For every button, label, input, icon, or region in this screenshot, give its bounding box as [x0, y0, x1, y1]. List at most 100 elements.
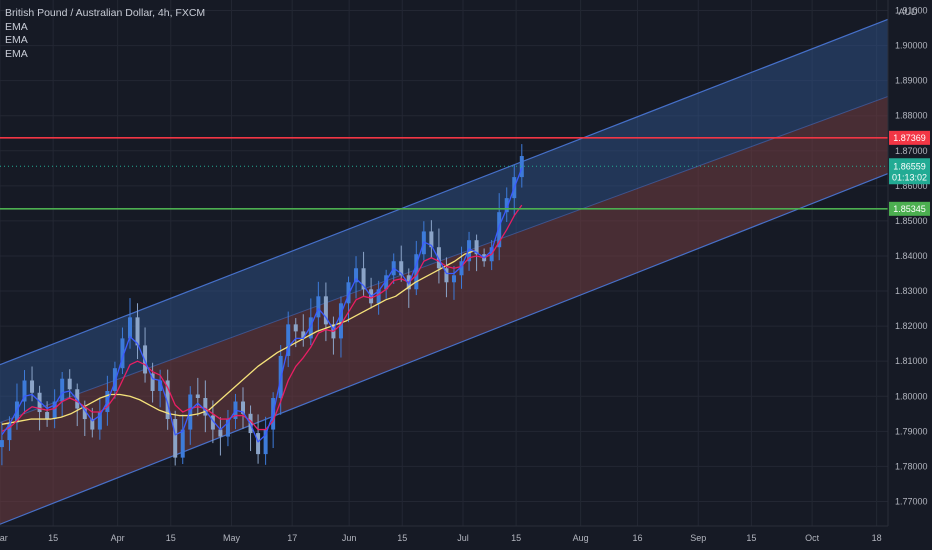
candle-body	[22, 380, 27, 402]
candle-body	[82, 408, 87, 420]
candle-body	[180, 429, 185, 458]
ema-slow-line	[1, 250, 475, 425]
ema-indicator-label[interactable]: EMA	[5, 34, 28, 46]
candle-body	[286, 324, 291, 356]
candle-body	[195, 394, 200, 399]
candle-body	[225, 419, 230, 437]
candle-body	[120, 338, 125, 369]
ema-indicator-label[interactable]: EMA	[5, 47, 28, 60]
symbol-title[interactable]: British Pound / Australian Dollar, 4h, F…	[5, 7, 206, 19]
candle-body	[241, 401, 246, 414]
candle-body	[338, 303, 343, 339]
channel-upper-line[interactable]	[0, 18, 889, 366]
candle-body	[60, 378, 65, 402]
x-tick-label: Mar	[0, 533, 8, 543]
candle-body	[14, 401, 19, 423]
candle-body	[323, 296, 328, 325]
x-tick-label: 15	[511, 533, 521, 543]
candle-body	[52, 401, 57, 420]
y-tick-label: 1.88000	[895, 111, 928, 121]
horizontal-lines[interactable]	[0, 137, 888, 210]
candle-body	[263, 429, 268, 455]
candle-body	[67, 378, 72, 390]
candle-body	[346, 282, 351, 304]
time-axis[interactable]: Mar 15 Apr 15 May 17 Jun 15 Jul 15 Aug 16 Sep 15 Oct 18	[0, 525, 932, 550]
y-tick-label: 1.84000	[895, 251, 928, 261]
y-tick-label: 1.79000	[895, 426, 928, 436]
x-tick-label: May	[223, 533, 241, 543]
y-tick-label: 1.78000	[895, 461, 928, 471]
y-tick-label: 1.85000	[895, 216, 928, 226]
y-tick-label: 1.87000	[895, 146, 928, 156]
candle-body	[90, 419, 95, 430]
channel-lower-line[interactable]	[0, 173, 889, 525]
candle-body	[519, 156, 524, 178]
candle-body	[429, 231, 434, 248]
candle-body	[256, 433, 261, 455]
x-tick-label: Sep	[690, 533, 706, 543]
candle-body	[444, 268, 449, 283]
ema-mid-line	[1, 204, 523, 432]
candle-body	[414, 254, 419, 290]
x-tick-label: Jun	[342, 533, 357, 543]
candle-body	[467, 240, 472, 262]
candle-body	[165, 380, 170, 420]
channel-lower-fill	[0, 96, 888, 525]
x-tick-label: Apr	[111, 533, 125, 543]
last-price-label: 1.86559	[893, 161, 926, 171]
candle-body	[354, 268, 359, 283]
ema-fast-line	[1, 168, 523, 443]
y-tick-label: 1.83000	[895, 286, 928, 296]
currency-label: AUD	[898, 7, 918, 17]
y-tick-label: 1.80000	[895, 391, 928, 401]
channel-upper-fill	[0, 19, 888, 423]
chart-legend: British Pound / Australian Dollar, 4h, F…	[5, 7, 205, 61]
candle-body	[158, 380, 163, 391]
candle-body	[436, 247, 441, 269]
candle-body	[497, 212, 502, 248]
candle-body	[97, 412, 102, 430]
regression-channel[interactable]	[0, 18, 889, 525]
bar-countdown-label: 01:13:02	[892, 172, 927, 182]
y-tick-label: 1.89000	[895, 76, 928, 86]
y-tick-label: 1.91000	[895, 6, 928, 16]
y-tick-label: 1.86000	[895, 181, 928, 191]
candle-body	[135, 317, 140, 346]
x-tick-label: 15	[746, 533, 756, 543]
candle-body	[459, 261, 464, 276]
y-tick-label: 1.82000	[895, 321, 928, 331]
support-price-label: 1.85345	[893, 204, 926, 214]
candle-body	[361, 268, 366, 290]
candle-body	[143, 345, 148, 374]
x-tick-label: 15	[48, 533, 58, 543]
candle-body	[399, 261, 404, 276]
resistance-price-tag	[889, 130, 930, 145]
ema-indicator-label[interactable]: EMA	[5, 20, 28, 33]
candle-body	[316, 296, 321, 318]
x-tick-label: Oct	[805, 533, 820, 543]
time-axis-background	[0, 526, 932, 550]
x-tick-label: 15	[166, 533, 176, 543]
price-axis-background	[888, 0, 932, 526]
last-price-tag	[889, 158, 930, 185]
price-axis[interactable]: AUD 1.910001.900001.890001.880001.870001…	[887, 0, 932, 526]
candle-body	[474, 240, 479, 255]
candle-body	[173, 419, 178, 458]
candle-body	[0, 440, 4, 448]
candle-body	[384, 275, 389, 290]
candle-body	[30, 380, 35, 393]
candle-body	[45, 412, 50, 420]
candle-body	[150, 373, 155, 391]
x-tick-label: 18	[872, 533, 882, 543]
x-tick-label: 16	[633, 533, 643, 543]
candle-body	[7, 422, 12, 441]
candle-body	[210, 415, 215, 430]
candle-body	[451, 275, 456, 283]
x-tick-label: 15	[397, 533, 407, 543]
candle-body	[218, 429, 223, 437]
resistance-price-label: 1.87369	[893, 133, 926, 143]
candle-body	[112, 368, 117, 391]
ema-lines	[1, 168, 523, 443]
